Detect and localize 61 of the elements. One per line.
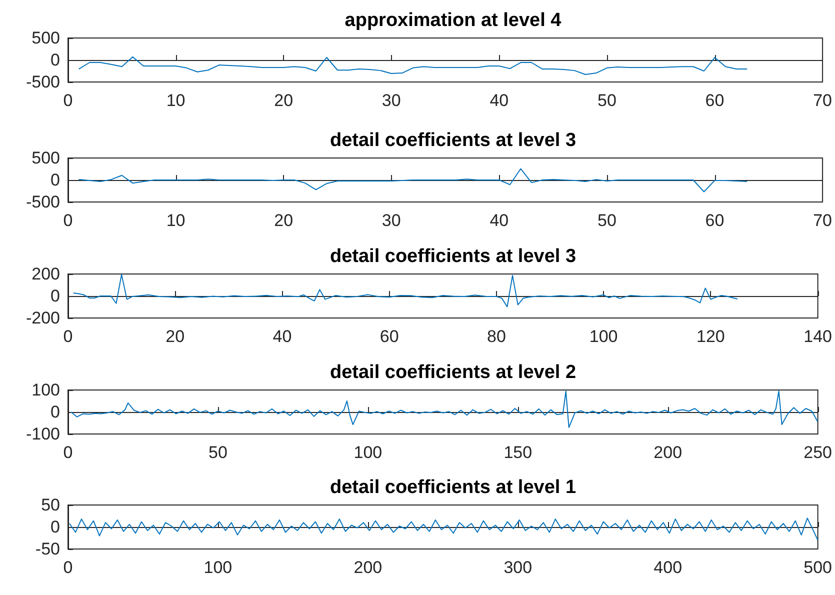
y-tick-label: 0 xyxy=(50,170,60,190)
x-tick-label: 10 xyxy=(166,91,186,110)
y-tick-label: 500 xyxy=(32,28,60,48)
x-tick-label: 0 xyxy=(63,327,73,346)
x-tick-label: 50 xyxy=(598,211,616,230)
x-tick-label: 50 xyxy=(598,91,616,110)
y-tick-label: -500 xyxy=(26,192,60,212)
x-tick-label: 10 xyxy=(166,211,186,230)
chart-title: detail coefficients at level 2 xyxy=(330,362,576,383)
chart-title: detail coefficients at level 3 xyxy=(330,130,576,151)
x-tick-label: 150 xyxy=(504,443,532,462)
y-tick-label: -500 xyxy=(26,72,60,92)
x-tick-label: 120 xyxy=(696,327,725,346)
y-tick-label: 0 xyxy=(50,402,60,422)
line-series xyxy=(70,390,818,428)
x-tick-label: 80 xyxy=(487,327,506,346)
y-tick-label: 500 xyxy=(32,148,60,168)
y-tick-label: -200 xyxy=(26,308,60,328)
chart-title: detail coefficients at level 1 xyxy=(330,477,576,498)
x-tick-label: 70 xyxy=(813,211,832,230)
y-tick-label: -50 xyxy=(35,540,60,558)
x-tick-label: 100 xyxy=(589,327,618,346)
x-tick-label: 20 xyxy=(274,91,294,110)
x-tick-label: 60 xyxy=(705,91,724,110)
x-tick-label: 30 xyxy=(382,211,401,230)
chart-title: approximation at level 4 xyxy=(344,10,562,31)
x-tick-label: 60 xyxy=(705,211,724,230)
x-tick-label: 250 xyxy=(804,443,832,462)
x-tick-label: 40 xyxy=(490,91,509,110)
x-tick-label: 20 xyxy=(274,211,294,230)
x-tick-label: 0 xyxy=(63,558,73,577)
line-series xyxy=(78,56,748,76)
x-tick-label: 400 xyxy=(654,558,682,577)
y-tick-label: 0 xyxy=(50,50,60,70)
x-tick-label: 0 xyxy=(63,443,73,462)
y-tick-label: 50 xyxy=(41,496,60,514)
x-tick-label: 200 xyxy=(354,558,382,577)
chart-title: detail coefficients at level 3 xyxy=(330,246,576,267)
x-tick-label: 40 xyxy=(490,211,509,230)
x-tick-label: 0 xyxy=(63,91,73,110)
x-tick-label: 200 xyxy=(654,443,682,462)
x-tick-label: 0 xyxy=(63,211,73,230)
x-tick-label: 140 xyxy=(804,327,832,346)
y-tick-label: 100 xyxy=(32,380,60,400)
x-tick-label: 30 xyxy=(382,91,401,110)
x-tick-label: 300 xyxy=(504,558,532,577)
x-tick-label: 70 xyxy=(813,91,832,110)
x-tick-label: 50 xyxy=(208,443,228,462)
x-tick-label: 100 xyxy=(204,558,232,577)
y-tick-label: 0 xyxy=(50,518,60,536)
y-tick-label: 0 xyxy=(50,286,60,306)
line-series xyxy=(78,168,748,192)
x-tick-label: 20 xyxy=(166,327,185,346)
x-tick-label: 500 xyxy=(804,558,832,577)
line-series xyxy=(69,518,818,541)
x-tick-label: 60 xyxy=(380,327,399,346)
line-series xyxy=(72,274,738,308)
y-tick-label: 200 xyxy=(32,264,60,284)
x-tick-label: 100 xyxy=(354,443,382,462)
y-tick-label: -100 xyxy=(26,424,60,444)
x-tick-label: 40 xyxy=(272,327,292,346)
